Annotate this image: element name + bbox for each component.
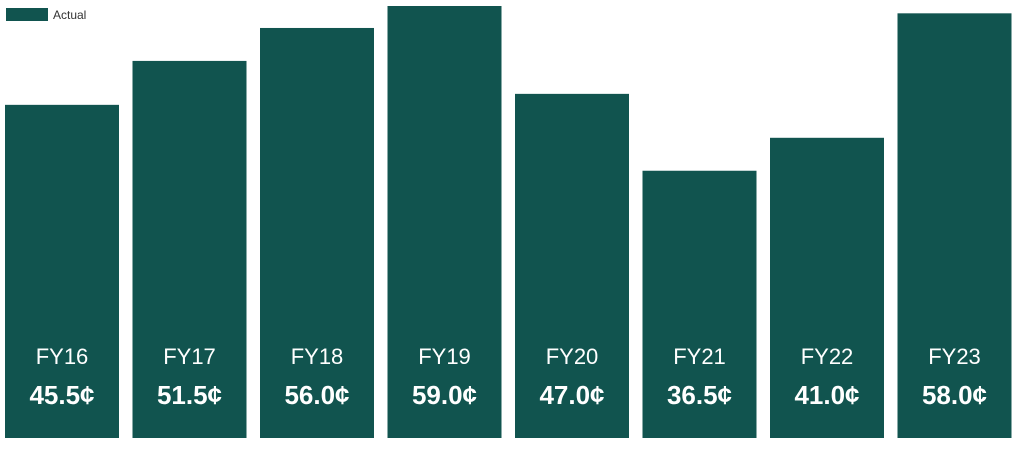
category-label-fy21: FY21 <box>673 344 726 369</box>
bars-group: FY16 45.5¢ FY17 51.5¢ FY18 56.0¢ FY19 59.0¢ FY20… <box>5 6 1012 439</box>
value-label-fy19: 59.0¢ <box>412 380 477 410</box>
bar-fy22 <box>770 137 884 438</box>
category-label-fy23: FY23 <box>928 344 981 369</box>
category-label-fy16: FY16 <box>36 344 89 369</box>
value-label-fy16: 45.5¢ <box>29 380 94 410</box>
bar-fy20 <box>515 93 629 438</box>
category-label-fy20: FY20 <box>546 344 599 369</box>
bar-fy16 <box>5 104 119 438</box>
category-label-fy17: FY17 <box>163 344 216 369</box>
category-label-fy19: FY19 <box>418 344 471 369</box>
value-label-fy20: 47.0¢ <box>539 380 604 410</box>
value-label-fy18: 56.0¢ <box>284 380 349 410</box>
bar-fy23 <box>897 13 1012 439</box>
value-label-fy17: 51.5¢ <box>157 380 222 410</box>
value-label-fy22: 41.0¢ <box>794 380 859 410</box>
category-label-fy22: FY22 <box>801 344 854 369</box>
bar-fy21 <box>642 170 757 438</box>
legend-label-actual: Actual <box>53 8 86 22</box>
bar-fy17 <box>132 60 247 438</box>
legend-swatch-actual <box>6 8 48 21</box>
category-label-fy18: FY18 <box>291 344 344 369</box>
value-label-fy21: 36.5¢ <box>667 380 732 410</box>
bar-fy18 <box>260 27 374 439</box>
chart-legend: Actual <box>6 8 86 22</box>
bar-fy19 <box>387 6 502 438</box>
value-label-fy23: 58.0¢ <box>922 380 987 410</box>
